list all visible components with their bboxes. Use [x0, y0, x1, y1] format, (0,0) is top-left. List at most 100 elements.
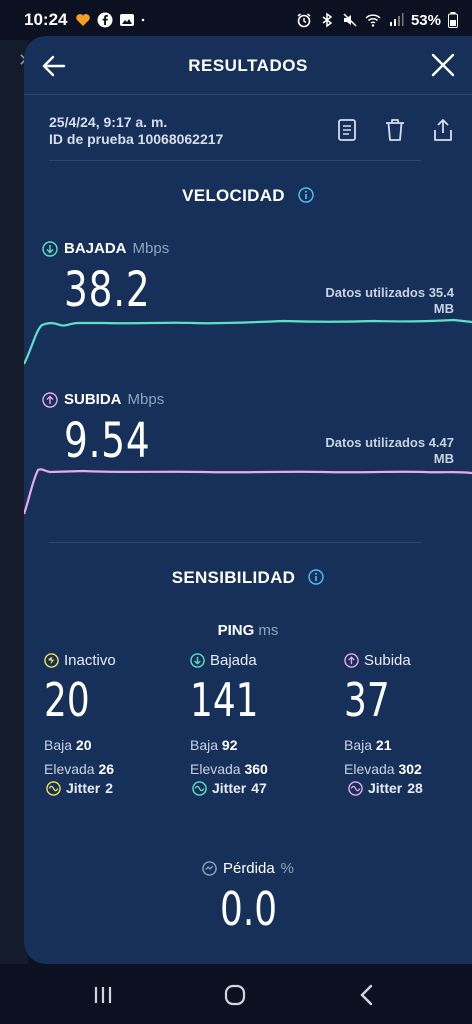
ping-download-column: Bajada 141 Baja 92 Elevada 360 — [190, 652, 330, 781]
ping-idle-label: Inactivo — [64, 652, 116, 669]
upload-speed-value: 9.54 — [64, 413, 151, 469]
signal-icon — [389, 13, 404, 26]
home-button[interactable] — [222, 982, 248, 1008]
download-graph — [24, 318, 472, 365]
background-app: ✕ — [0, 40, 33, 964]
battery-icon — [448, 12, 458, 28]
alarm-icon — [297, 13, 311, 28]
speed-section-title: VELOCIDAD — [24, 186, 472, 206]
test-date: 25/4/24, 9:17 a. m. — [49, 114, 168, 130]
wifi-icon — [365, 14, 381, 27]
heart-app-icon — [76, 14, 91, 26]
download-label-text: BAJADA — [64, 240, 127, 257]
info-icon[interactable] — [308, 569, 324, 585]
delete-icon[interactable] — [384, 118, 406, 142]
mute-icon — [343, 13, 357, 27]
download-label: BAJADA Mbps — [42, 240, 169, 257]
jitter-icon — [46, 780, 61, 796]
low-label: Baja — [44, 737, 73, 753]
ping-upload-label: Subida — [364, 652, 411, 669]
jitter-value: 28 — [407, 780, 423, 796]
responsiveness-section-title: SENSIBILIDAD — [24, 568, 472, 588]
responsiveness-title-text: SENSIBILIDAD — [171, 568, 296, 587]
ping-idle-column: Inactivo 20 Baja 20 Elevada 26 — [44, 652, 184, 781]
upload-unit: Mbps — [127, 391, 165, 408]
ping-download-head: Bajada — [190, 652, 330, 669]
bluetooth-icon — [322, 12, 333, 28]
upload-data-used-text: Datos utilizados 4.47 — [325, 435, 454, 450]
recent-apps-button[interactable] — [90, 982, 116, 1008]
ping-unit: ms — [258, 622, 279, 639]
packet-loss-label: Pérdida % — [24, 860, 472, 877]
notification-icons — [75, 12, 149, 28]
test-meta: 25/4/24, 9:17 a. m. ID de prueba 1006806… — [49, 114, 223, 148]
facebook-icon — [97, 12, 113, 28]
share-icon[interactable] — [432, 118, 454, 142]
back-button[interactable] — [40, 52, 68, 80]
jitter-value: 47 — [251, 780, 267, 796]
ping-download-value: 141 — [190, 673, 259, 727]
ping-download-low: Baja 92 — [190, 733, 330, 757]
ping-download-label: Bajada — [210, 652, 257, 669]
ping-idle-high: Elevada 26 — [44, 757, 184, 781]
download-arrow-icon — [42, 240, 58, 257]
upload-label-text: SUBIDA — [64, 391, 122, 408]
ping-upload-low: Baja 21 — [344, 733, 472, 757]
ping-upload-high: Elevada 302 — [344, 757, 472, 781]
jitter-upload: Jitter 28 — [348, 780, 423, 796]
test-id: ID de prueba 10068062217 — [49, 131, 224, 147]
high-value: 302 — [398, 761, 422, 777]
jitter-download: Jitter 47 — [192, 780, 267, 796]
dot-icon — [142, 18, 145, 22]
ping-idle-head: Inactivo — [44, 652, 184, 669]
ping-download-high: Elevada 360 — [190, 757, 330, 781]
status-bar: 10:24 53% — [0, 0, 472, 40]
ping-upload-value: 37 — [344, 673, 390, 727]
download-unit: Mbps — [132, 240, 170, 257]
packet-loss-unit: % — [280, 860, 295, 877]
upload-data-used-unit: MB — [433, 451, 454, 466]
info-icon[interactable] — [298, 187, 314, 203]
ping-title: PING ms — [24, 622, 472, 639]
jitter-label: Jitter — [212, 780, 247, 796]
gallery-icon — [120, 14, 135, 26]
ping-upload-head: Subida — [344, 652, 472, 669]
result-actions — [336, 118, 454, 142]
upload-label: SUBIDA Mbps — [42, 391, 164, 408]
download-arrow-icon — [190, 653, 205, 668]
low-value: 92 — [221, 737, 238, 753]
header-divider — [24, 94, 472, 95]
battery-percent: 53% — [410, 11, 441, 29]
back-nav-button[interactable] — [354, 982, 380, 1008]
ping-upload-column: Subida 37 Baja 21 Elevada 302 — [344, 652, 472, 781]
header: RESULTADOS — [24, 36, 472, 94]
jitter-icon — [348, 780, 363, 796]
section-divider — [49, 542, 421, 543]
system-icons: 53% — [296, 12, 458, 29]
speed-title-text: VELOCIDAD — [182, 186, 285, 205]
download-data-used: Datos utilizados 35.4 MB — [325, 285, 454, 317]
low-label: Baja — [190, 737, 219, 753]
idle-icon — [44, 653, 59, 668]
notes-icon[interactable] — [336, 118, 358, 142]
status-time: 10:24 — [24, 10, 68, 29]
results-card: RESULTADOS 25/4/24, 9:17 a. m. ID de pru… — [24, 36, 472, 964]
jitter-idle: Jitter 2 — [46, 780, 113, 796]
jitter-value: 2 — [105, 780, 114, 796]
low-label: Baja — [344, 737, 373, 753]
high-label: Elevada — [190, 761, 241, 777]
ping-label: PING — [217, 622, 255, 639]
download-data-used-text: Datos utilizados 35.4 — [325, 285, 454, 300]
jitter-label: Jitter — [368, 780, 403, 796]
upload-arrow-icon — [344, 653, 359, 668]
close-button[interactable] — [430, 52, 456, 78]
page-title: RESULTADOS — [188, 56, 308, 75]
download-line — [24, 318, 472, 365]
packet-loss-value: 0.0 — [220, 882, 278, 936]
packet-loss-text: Pérdida — [222, 860, 275, 877]
high-value: 360 — [244, 761, 268, 777]
ping-idle-value: 20 — [44, 673, 90, 727]
upload-data-used: Datos utilizados 4.47 MB — [325, 435, 454, 467]
jitter-label: Jitter — [66, 780, 101, 796]
packet-loss-icon — [202, 861, 217, 876]
